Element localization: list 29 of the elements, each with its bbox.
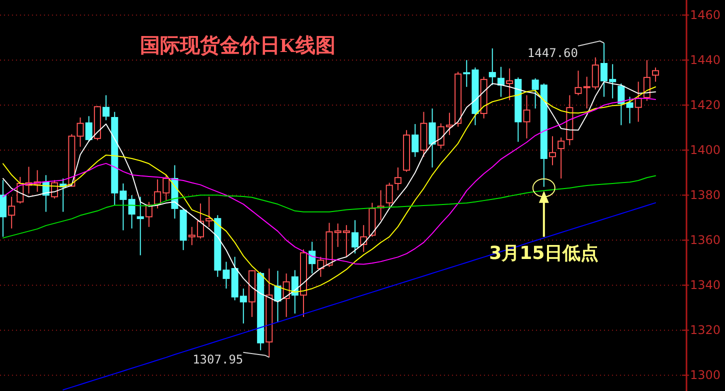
candlestick — [523, 94, 530, 139]
candlestick — [76, 117, 84, 148]
candlestick — [403, 130, 410, 172]
candlestick — [136, 196, 144, 256]
y-tick-label: 1460 — [690, 8, 721, 22]
line-series — [2, 175, 656, 238]
candlestick — [0, 180, 7, 238]
candlestick — [8, 196, 16, 229]
y-tick-label: 1300 — [690, 368, 721, 382]
y-tick-label: 1360 — [690, 233, 721, 248]
candlestick — [274, 270, 282, 322]
candlestick — [128, 194, 136, 229]
candlestick — [548, 136, 556, 166]
candlestick — [266, 268, 273, 358]
y-tick-label: 1420 — [690, 98, 721, 112]
candlestick — [412, 124, 419, 158]
y-tick-label: 1340 — [690, 278, 721, 292]
candlestick — [308, 241, 316, 274]
candlestick — [506, 68, 514, 101]
line-series — [62, 202, 656, 390]
y-tick-label: 1320 — [690, 323, 721, 338]
y-tick-label: 1440 — [690, 53, 721, 68]
y-tick-label: 1380 — [690, 188, 721, 202]
text: 国际现货金价日K线图 — [140, 35, 336, 57]
annotation: 1447.60 — [527, 46, 578, 60]
candlestick — [428, 108, 436, 168]
annotation: 1307.95 — [192, 352, 244, 366]
candlestick — [634, 81, 642, 122]
y-tick-label: 1400 — [690, 143, 721, 158]
